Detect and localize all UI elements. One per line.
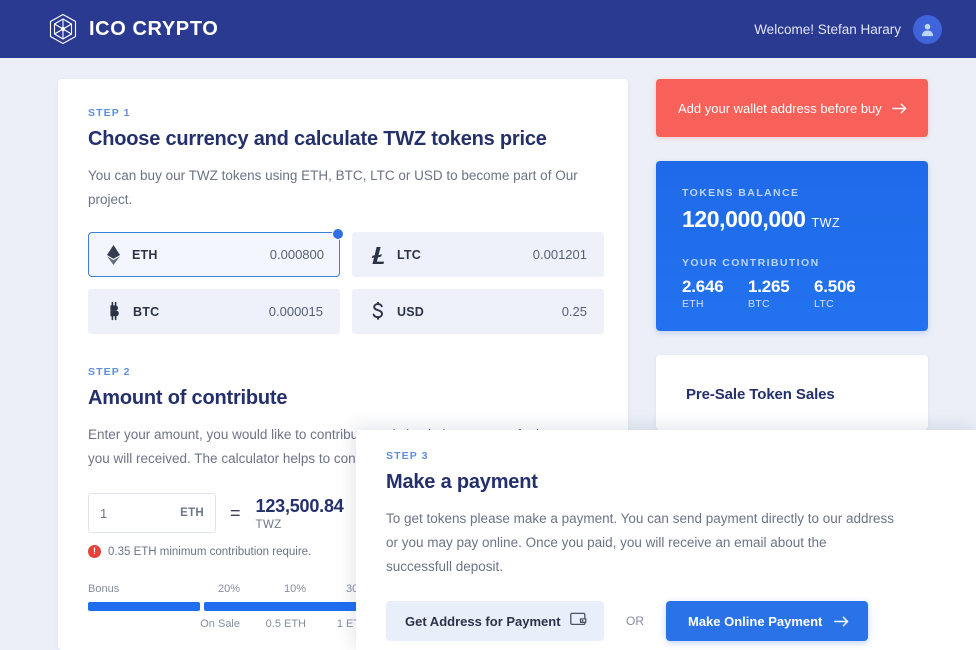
main-content-card: STEP 1 Choose currency and calculate TWZ… (58, 79, 628, 650)
contribution-caption: YOUR CONTRIBUTION (682, 257, 820, 269)
bonus-tier-0: 20% (217, 583, 240, 595)
ethereum-icon (102, 244, 124, 265)
currency-selector: ETH 0.000800 LTC 0.001201 (88, 228, 604, 334)
amount-input[interactable]: 1 ETH (88, 493, 216, 533)
hexagon-crystal-icon (48, 13, 78, 45)
currency-label: LTC (397, 247, 421, 262)
currency-label: ETH (132, 247, 158, 262)
avatar[interactable] (913, 14, 942, 44)
currency-rate: 0.25 (561, 304, 587, 319)
currency-label: USD (397, 304, 424, 319)
bitcoin-icon (103, 302, 125, 321)
currency-option-eth[interactable]: ETH 0.000800 (88, 228, 344, 277)
presale-title: Pre-Sale Token Sales (686, 386, 835, 403)
dollar-icon (367, 301, 389, 322)
contribution-row: 2.646 ETH 1.265 BTC 6.506 LTC (682, 277, 906, 310)
contribution-value: 6.506 (814, 277, 856, 296)
balance-caption: TOKENS BALANCE (682, 187, 800, 199)
currency-option-ltc[interactable]: LTC 0.001201 (352, 232, 604, 277)
step3-label: STEP 3 (386, 450, 429, 462)
step2-title: Amount of contribute (88, 387, 288, 409)
bonus-tier-1: 10% (283, 583, 306, 595)
tokens-balance-card: TOKENS BALANCE 120,000,000 TWZ YOUR CONT… (656, 161, 928, 331)
result-amount: 123,500.84 (255, 495, 344, 516)
warning-text: 0.35 ETH minimum contribution require. (108, 545, 312, 558)
presale-card: Pre-Sale Token Sales (656, 355, 928, 430)
currency-rate: 0.000015 (268, 304, 323, 319)
contribution-btc: 1.265 BTC (748, 277, 814, 310)
bonus-step-labels: On Sale 0.5 ETH 1 ETH (88, 618, 368, 630)
currency-option-btc[interactable]: BTC 0.000015 (88, 289, 340, 334)
payment-actions: Get Address for Payment OR Make Online P… (386, 601, 946, 641)
currency-label: BTC (133, 304, 160, 319)
contribution-currency: ETH (682, 298, 704, 310)
contribution-currency: BTC (748, 298, 770, 310)
wallet-alert-label: Add your wallet address before buy (678, 100, 882, 116)
bonus-bar-segment-1[interactable] (88, 602, 200, 611)
contribution-value: 1.265 (748, 277, 790, 296)
wallet-card-icon (570, 612, 587, 631)
bonus-tier-labels: Bonus 20% 10% 30% (88, 583, 368, 595)
amount-unit: ETH (180, 507, 204, 519)
step3-title: Make a payment (386, 471, 538, 493)
amount-value: 1 (100, 505, 108, 521)
get-address-label: Get Address for Payment (405, 613, 561, 629)
bonus-progress-bar[interactable] (88, 602, 368, 611)
currency-rate: 0.000800 (269, 247, 324, 262)
equals-sign: = (230, 502, 241, 523)
bonus-bar-segment-2[interactable] (204, 602, 368, 611)
or-divider-text: OR (626, 614, 644, 628)
contribution-value: 2.646 (682, 277, 724, 296)
currency-rate: 0.001201 (532, 247, 587, 262)
litecoin-icon (367, 246, 389, 264)
right-sidebar: Add your wallet address before buy TOKEN… (656, 79, 928, 430)
step3-description: To get tokens please make a payment. You… (386, 511, 895, 574)
welcome-text: Welcome! Stefan Harary (754, 21, 901, 37)
bonus-step-spacer (88, 618, 164, 630)
brand-logo[interactable]: ICO CRYPTO (48, 13, 218, 45)
currency-option-usd[interactable]: USD 0.25 (352, 289, 604, 334)
token-calculator: 1 ETH = 123,500.84 TWZ (88, 493, 598, 533)
app-header: ICO CRYPTO Welcome! Stefan Harary (0, 0, 976, 58)
balance-amount: 120,000,000 (682, 206, 806, 232)
result-unit: TWZ (255, 518, 282, 531)
arrow-right-icon (834, 616, 849, 627)
user-avatar-icon (921, 23, 934, 36)
step2-label: STEP 2 (88, 366, 131, 378)
balance-unit: TWZ (811, 216, 841, 230)
bonus-slider[interactable]: Bonus 20% 10% 30% On Sale 0.5 ETH 1 ETH (88, 583, 368, 630)
arrow-right-icon (892, 103, 907, 114)
contribution-eth: 2.646 ETH (682, 277, 748, 310)
step1-section: STEP 1 Choose currency and calculate TWZ… (88, 107, 604, 334)
online-payment-label: Make Online Payment (688, 613, 823, 629)
contribution-currency: LTC (814, 298, 834, 310)
calculator-result: 123,500.84 TWZ (256, 496, 344, 531)
balance-amount-row: 120,000,000 TWZ (682, 206, 906, 233)
brand-name: ICO CRYPTO (89, 17, 219, 40)
bonus-step-0: On Sale (200, 618, 240, 630)
wallet-alert-button[interactable]: Add your wallet address before buy (656, 79, 928, 137)
step1-title: Choose currency and calculate TWZ tokens… (88, 128, 547, 150)
get-address-button[interactable]: Get Address for Payment (386, 601, 604, 641)
user-zone[interactable]: Welcome! Stefan Harary (754, 14, 942, 44)
bonus-step-1: 0.5 ETH (265, 618, 306, 630)
step3-panel: STEP 3 Make a payment To get tokens plea… (356, 430, 976, 650)
warning-icon: ! (88, 545, 101, 558)
step1-description: You can buy our TWZ tokens using ETH, BT… (88, 168, 578, 207)
minimum-warning: ! 0.35 ETH minimum contribution require. (88, 545, 598, 558)
make-online-payment-button[interactable]: Make Online Payment (666, 601, 868, 641)
step1-label: STEP 1 (88, 107, 131, 119)
contribution-ltc: 6.506 LTC (814, 277, 856, 310)
bonus-label: Bonus (88, 583, 120, 595)
